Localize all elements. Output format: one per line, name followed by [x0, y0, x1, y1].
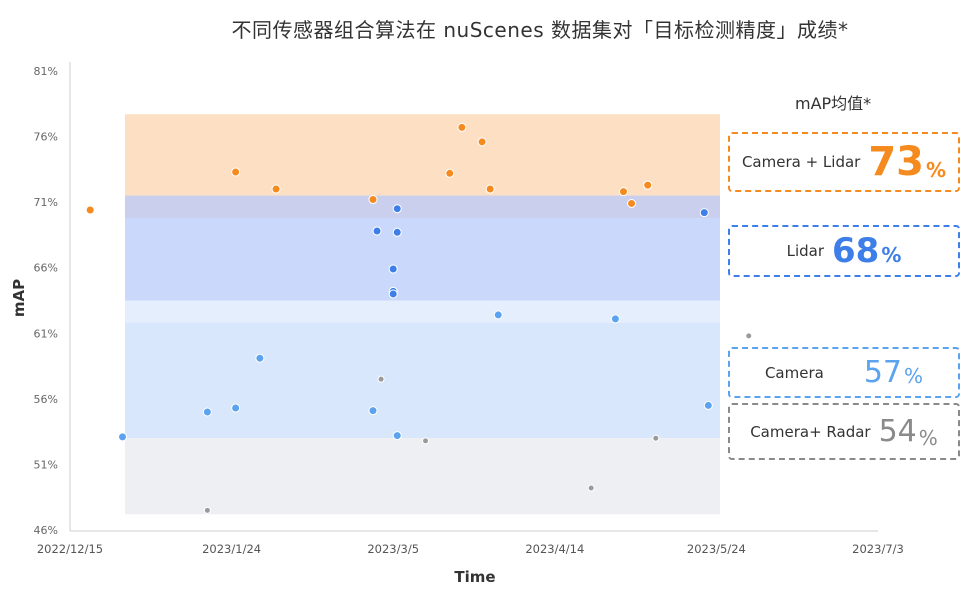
legend-label: Camera + Lidar [741, 153, 861, 171]
point-camera [493, 310, 503, 320]
point-camera [202, 407, 212, 417]
legend-label: Lidar [786, 242, 825, 260]
point-camera-lidar [618, 187, 628, 197]
legend-label: Camera [764, 363, 824, 382]
point-camera-radar [587, 484, 595, 492]
legend-unit: % [918, 426, 938, 450]
legend-value: 54 [878, 414, 917, 449]
x-tick-label: 2023/7/3 [852, 542, 904, 556]
x-tick-label: 2023/1/24 [202, 542, 261, 556]
x-tick-label: 2022/12/15 [37, 542, 103, 556]
point-lidar [372, 226, 382, 236]
point-camera-radar [745, 332, 753, 340]
point-camera-lidar [231, 167, 241, 177]
point-camera-radar [652, 434, 660, 442]
point-camera-lidar [271, 184, 281, 194]
legend-value: 73 [868, 139, 924, 185]
y-tick-label: 46% [34, 524, 58, 537]
bands-layer [125, 114, 720, 515]
band-camera [125, 300, 720, 439]
point-camera-radar [377, 375, 385, 383]
point-camera [368, 406, 378, 416]
point-camera-lidar [445, 168, 455, 178]
points-layer [85, 122, 753, 514]
point-camera-lidar [85, 205, 95, 215]
point-lidar [388, 264, 398, 274]
point-camera-lidar [368, 195, 378, 205]
axes-layer: 46% 51% 56% 61% 66% 71% 76% 81% 2022/12/15 2023/1… [10, 62, 904, 586]
y-tick-label: 76% [34, 131, 58, 144]
point-camera [231, 403, 241, 413]
y-tick-label: 71% [34, 196, 58, 209]
band-camera-lidar [125, 114, 720, 196]
point-camera [703, 400, 713, 410]
point-camera [392, 431, 402, 441]
point-camera [255, 353, 265, 363]
legend-lidar: Lidar 68 % [728, 225, 960, 277]
y-tick-label: 66% [34, 262, 58, 275]
point-camera-lidar [457, 122, 467, 132]
point-lidar [392, 204, 402, 214]
y-tick-label: 61% [34, 327, 58, 340]
legend-unit: % [926, 158, 947, 182]
legend-unit: % [904, 364, 924, 388]
x-tick-label: 2023/5/24 [687, 542, 746, 556]
x-axis-label: Time [454, 568, 495, 586]
point-camera-lidar [627, 198, 637, 208]
y-tick-label: 56% [34, 393, 58, 406]
point-lidar [699, 208, 709, 218]
chart-title: 不同传感器组合算法在 nuScenes 数据集对「目标检测精度」成绩* [231, 18, 849, 42]
point-lidar [392, 227, 402, 237]
point-camera-lidar [477, 137, 487, 147]
legend-camera-lidar: Camera + Lidar 73 % [728, 132, 960, 192]
point-lidar [388, 289, 398, 299]
legend-label: Camera+ Radar [750, 422, 871, 441]
point-camera-radar [422, 437, 430, 445]
band-overlap-top [125, 195, 720, 218]
band-camera-radar [125, 438, 720, 515]
y-tick-label: 81% [34, 65, 58, 78]
point-camera-lidar [485, 184, 495, 194]
y-axis-label: mAP [10, 279, 28, 317]
legend-unit: % [881, 243, 902, 267]
legend-value: 57 [863, 355, 903, 390]
legend-camera: Camera 57 % [728, 347, 960, 398]
legend-title: mAP均值* [795, 94, 872, 113]
point-camera-lidar [643, 180, 653, 190]
band-overlap-mid [125, 300, 720, 323]
legend-camera-radar: Camera+ Radar 54 % [728, 403, 960, 460]
point-camera [118, 432, 128, 442]
x-tick-label: 2023/3/5 [367, 542, 419, 556]
x-tick-label: 2023/4/14 [525, 542, 584, 556]
point-camera [610, 314, 620, 324]
point-camera-radar [203, 506, 211, 514]
y-tick-label: 51% [34, 458, 58, 471]
legend-value: 68 [832, 231, 880, 271]
